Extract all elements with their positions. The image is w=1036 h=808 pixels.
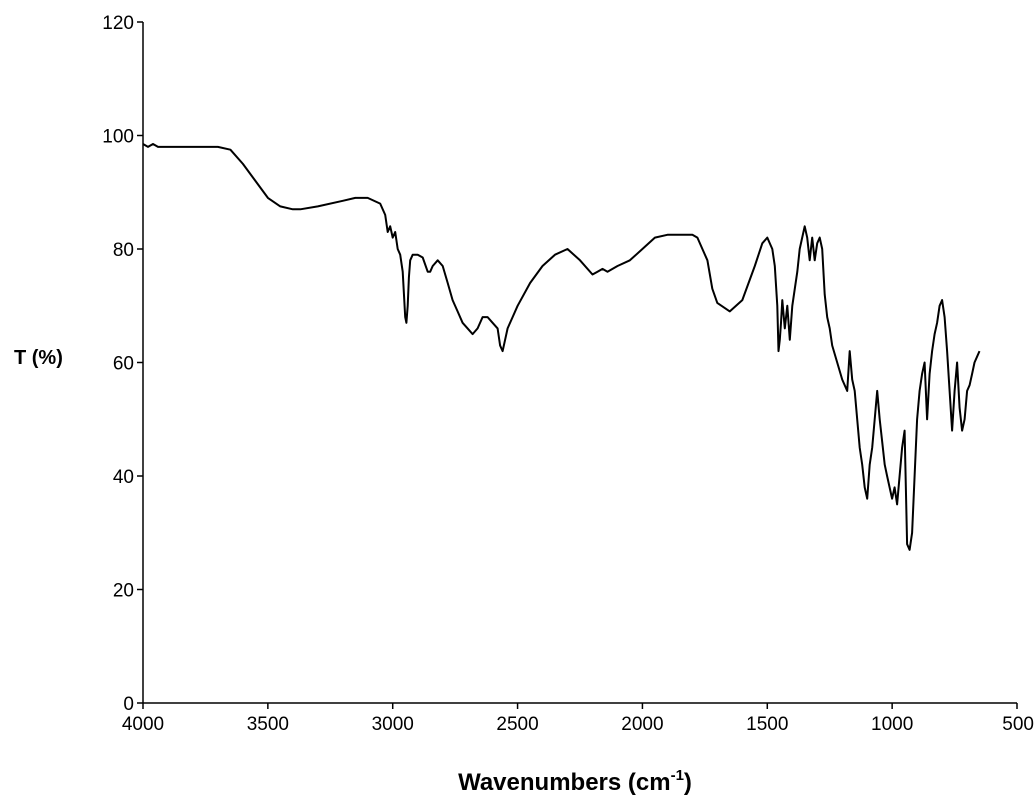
y-tick-label: 40	[113, 467, 134, 488]
x-tick-label: 2500	[496, 714, 538, 735]
x-tick-label: 500	[1002, 714, 1034, 735]
y-tick-label: 20	[113, 581, 134, 602]
y-tick-label: 60	[113, 354, 134, 375]
ticks-layer: 0 20 40 60 80 100 120 4000 3500 3000 2500 2000 1500 1…	[102, 13, 1034, 735]
x-tick-label: 1500	[746, 714, 788, 735]
y-tick-label: 120	[102, 13, 134, 34]
x-axis-title: Wavenumbers (cm-1)	[458, 767, 692, 796]
x-axis-title-main: Wavenumbers (cm	[458, 769, 671, 796]
axes-layer	[142, 22, 1017, 704]
spectrum-line	[142, 143, 981, 551]
x-tick-label: 2000	[621, 714, 663, 735]
y-tick-label: 80	[113, 240, 134, 261]
y-tick-label: 0	[123, 694, 134, 715]
x-axis-title-suffix: )	[684, 769, 692, 796]
series-layer	[142, 143, 981, 551]
x-tick-label: 4000	[122, 714, 164, 735]
x-tick-label: 3000	[372, 714, 414, 735]
x-tick-label: 3500	[247, 714, 289, 735]
y-tick-label: 100	[102, 127, 134, 148]
y-axis-title: T (%)	[14, 347, 63, 369]
x-tick-label: 1000	[871, 714, 913, 735]
x-axis-title-superscript: -1	[671, 767, 684, 784]
